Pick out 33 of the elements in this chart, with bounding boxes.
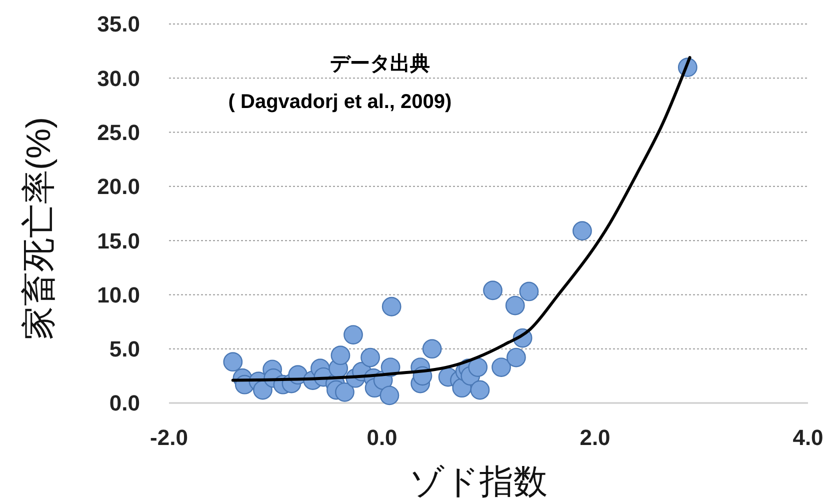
point	[572, 221, 592, 241]
point	[380, 386, 400, 406]
point	[492, 358, 511, 377]
x-tick-label: -2.0	[150, 425, 188, 450]
point	[505, 296, 525, 316]
y-tick-label: 10.0	[97, 282, 140, 308]
point	[253, 380, 272, 400]
y-axis-title: 家畜死亡率(%)	[20, 117, 58, 340]
point	[344, 325, 363, 344]
y-tick-label: 20.0	[97, 174, 140, 200]
point	[422, 339, 442, 359]
y-tick-label: 15.0	[97, 228, 140, 254]
point	[335, 382, 354, 402]
x-axis-title: ゾド指数	[410, 463, 548, 501]
point	[506, 348, 526, 368]
x-tick-label: 4.0	[792, 425, 824, 450]
point	[330, 346, 350, 366]
point	[519, 282, 539, 302]
point	[360, 348, 380, 368]
annotation: ( Dagvadorj et al., 2009)	[228, 91, 452, 113]
y-tick-label: 35.0	[97, 12, 140, 37]
y-tick-label: 0.0	[109, 390, 140, 416]
point	[470, 380, 490, 400]
point	[223, 352, 243, 372]
annotation: データ出典	[330, 53, 430, 75]
x-tick-label: 2.0	[580, 425, 610, 450]
point	[483, 280, 502, 300]
y-tick-label: 30.0	[97, 66, 140, 91]
y-tick-label: 5.0	[109, 336, 140, 362]
x-tick-label: 0.0	[366, 425, 398, 450]
point	[468, 358, 488, 377]
point	[382, 296, 402, 316]
y-tick-label: 25.0	[97, 120, 140, 145]
